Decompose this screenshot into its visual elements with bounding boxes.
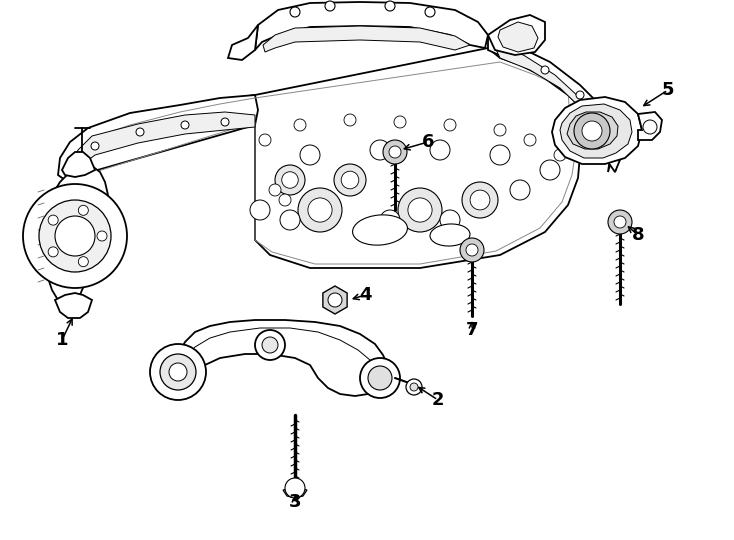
Polygon shape (62, 48, 620, 268)
Circle shape (383, 140, 407, 164)
Polygon shape (638, 112, 662, 140)
Circle shape (582, 121, 602, 141)
Circle shape (328, 293, 342, 307)
Circle shape (48, 215, 58, 225)
Circle shape (275, 165, 305, 195)
Circle shape (325, 1, 335, 11)
Circle shape (360, 358, 400, 398)
Polygon shape (58, 95, 258, 180)
Circle shape (262, 337, 278, 353)
Polygon shape (552, 97, 642, 164)
Circle shape (280, 210, 300, 230)
Polygon shape (488, 35, 622, 172)
Circle shape (294, 119, 306, 131)
Polygon shape (498, 22, 538, 52)
Circle shape (614, 216, 626, 228)
Circle shape (462, 182, 498, 218)
Circle shape (160, 354, 196, 390)
Circle shape (279, 194, 291, 206)
Polygon shape (55, 293, 92, 318)
Circle shape (368, 366, 392, 390)
Circle shape (608, 210, 632, 234)
Circle shape (91, 142, 99, 150)
Polygon shape (255, 2, 488, 50)
Circle shape (601, 121, 609, 129)
Circle shape (79, 205, 88, 215)
Circle shape (136, 128, 144, 136)
Ellipse shape (430, 224, 470, 246)
Polygon shape (42, 166, 108, 305)
Circle shape (341, 171, 359, 189)
Text: 3: 3 (288, 493, 301, 511)
Text: 2: 2 (432, 391, 444, 409)
Circle shape (643, 120, 657, 134)
Polygon shape (175, 320, 388, 396)
Circle shape (39, 200, 111, 272)
Polygon shape (228, 25, 258, 60)
Circle shape (221, 118, 229, 126)
Circle shape (554, 149, 566, 161)
Circle shape (398, 188, 442, 232)
Text: 6: 6 (422, 133, 435, 151)
Circle shape (259, 134, 271, 146)
Circle shape (79, 256, 88, 267)
Circle shape (460, 238, 484, 262)
Polygon shape (495, 43, 607, 160)
Circle shape (425, 7, 435, 17)
Circle shape (394, 116, 406, 128)
Polygon shape (72, 112, 255, 168)
Circle shape (470, 190, 490, 210)
Circle shape (444, 119, 456, 131)
Circle shape (290, 7, 300, 17)
Circle shape (540, 160, 560, 180)
Circle shape (389, 146, 401, 158)
Circle shape (541, 66, 549, 74)
Circle shape (282, 172, 298, 188)
Circle shape (430, 140, 450, 160)
Polygon shape (560, 104, 632, 158)
Circle shape (308, 198, 332, 222)
Text: 8: 8 (632, 226, 644, 244)
Circle shape (408, 198, 432, 222)
Circle shape (334, 164, 366, 196)
Text: 5: 5 (662, 81, 675, 99)
Circle shape (169, 363, 187, 381)
Circle shape (344, 114, 356, 126)
Polygon shape (323, 286, 347, 314)
Circle shape (385, 1, 395, 11)
Circle shape (490, 145, 510, 165)
Circle shape (576, 91, 584, 99)
Ellipse shape (352, 215, 407, 245)
Circle shape (574, 113, 610, 149)
Polygon shape (488, 15, 545, 55)
Circle shape (255, 330, 285, 360)
Polygon shape (283, 487, 307, 498)
Circle shape (97, 231, 107, 241)
Circle shape (23, 184, 127, 288)
Circle shape (181, 121, 189, 129)
Circle shape (298, 188, 342, 232)
Circle shape (410, 383, 418, 391)
Polygon shape (567, 112, 618, 149)
Circle shape (55, 216, 95, 256)
Circle shape (524, 134, 536, 146)
Circle shape (250, 200, 270, 220)
Circle shape (510, 180, 530, 200)
Circle shape (285, 478, 305, 498)
Text: 1: 1 (56, 331, 68, 349)
Circle shape (150, 344, 206, 400)
Circle shape (406, 379, 422, 395)
Polygon shape (62, 152, 95, 177)
Circle shape (269, 184, 281, 196)
Polygon shape (263, 26, 470, 52)
Circle shape (48, 247, 58, 257)
Circle shape (466, 244, 478, 256)
Circle shape (380, 210, 400, 230)
Circle shape (440, 210, 460, 230)
Circle shape (494, 124, 506, 136)
Text: 4: 4 (359, 286, 371, 304)
Text: 7: 7 (466, 321, 479, 339)
Circle shape (300, 145, 320, 165)
Circle shape (370, 140, 390, 160)
